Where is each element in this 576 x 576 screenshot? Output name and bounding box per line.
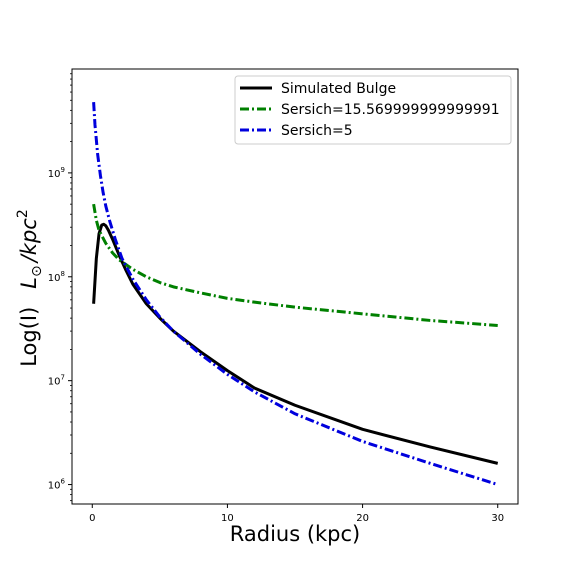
y-axis-unit-rest: /kpc	[17, 218, 41, 265]
y-tick-label: 106	[48, 478, 66, 492]
series-line-2	[92, 102, 499, 486]
y-axis-label-main: Log(I)	[17, 307, 41, 367]
svg-text:Log(I)L⊙/kpc2: Log(I) L⊙/kpc2	[15, 209, 45, 367]
x-tick-label: 30	[491, 513, 504, 524]
legend-label-sersich-5: Sersich=5	[281, 123, 353, 139]
legend-label-simulated-bulge: Simulated Bulge	[281, 81, 396, 97]
y-axis-label: Log(I) L⊙/kpc2	[15, 209, 45, 367]
series-line-1	[92, 203, 498, 327]
x-tick-label: 10	[221, 513, 234, 524]
x-tick-label: 0	[89, 513, 95, 524]
y-tick-label: 108	[48, 270, 65, 284]
legend-box	[234, 75, 512, 145]
x-tick-label: 20	[356, 513, 369, 524]
axes-frame	[71, 68, 519, 505]
plot-lines-group	[92, 102, 499, 486]
y-axis-unit-base: L	[17, 277, 41, 289]
x-axis-label: Radius (kpc)	[230, 522, 361, 546]
legend-label-sersich-15: Sersich=15.569999999999991	[281, 102, 500, 118]
y-tick-label: 107	[48, 374, 65, 388]
y-axis-unit-sub: ⊙	[29, 265, 45, 277]
series-line-0	[92, 222, 499, 465]
y-tick-label: 109	[48, 166, 65, 180]
legend: Simulated Bulge Sersich=15.5699999999999…	[234, 75, 512, 145]
y-axis-unit-sup: 2	[15, 209, 31, 218]
